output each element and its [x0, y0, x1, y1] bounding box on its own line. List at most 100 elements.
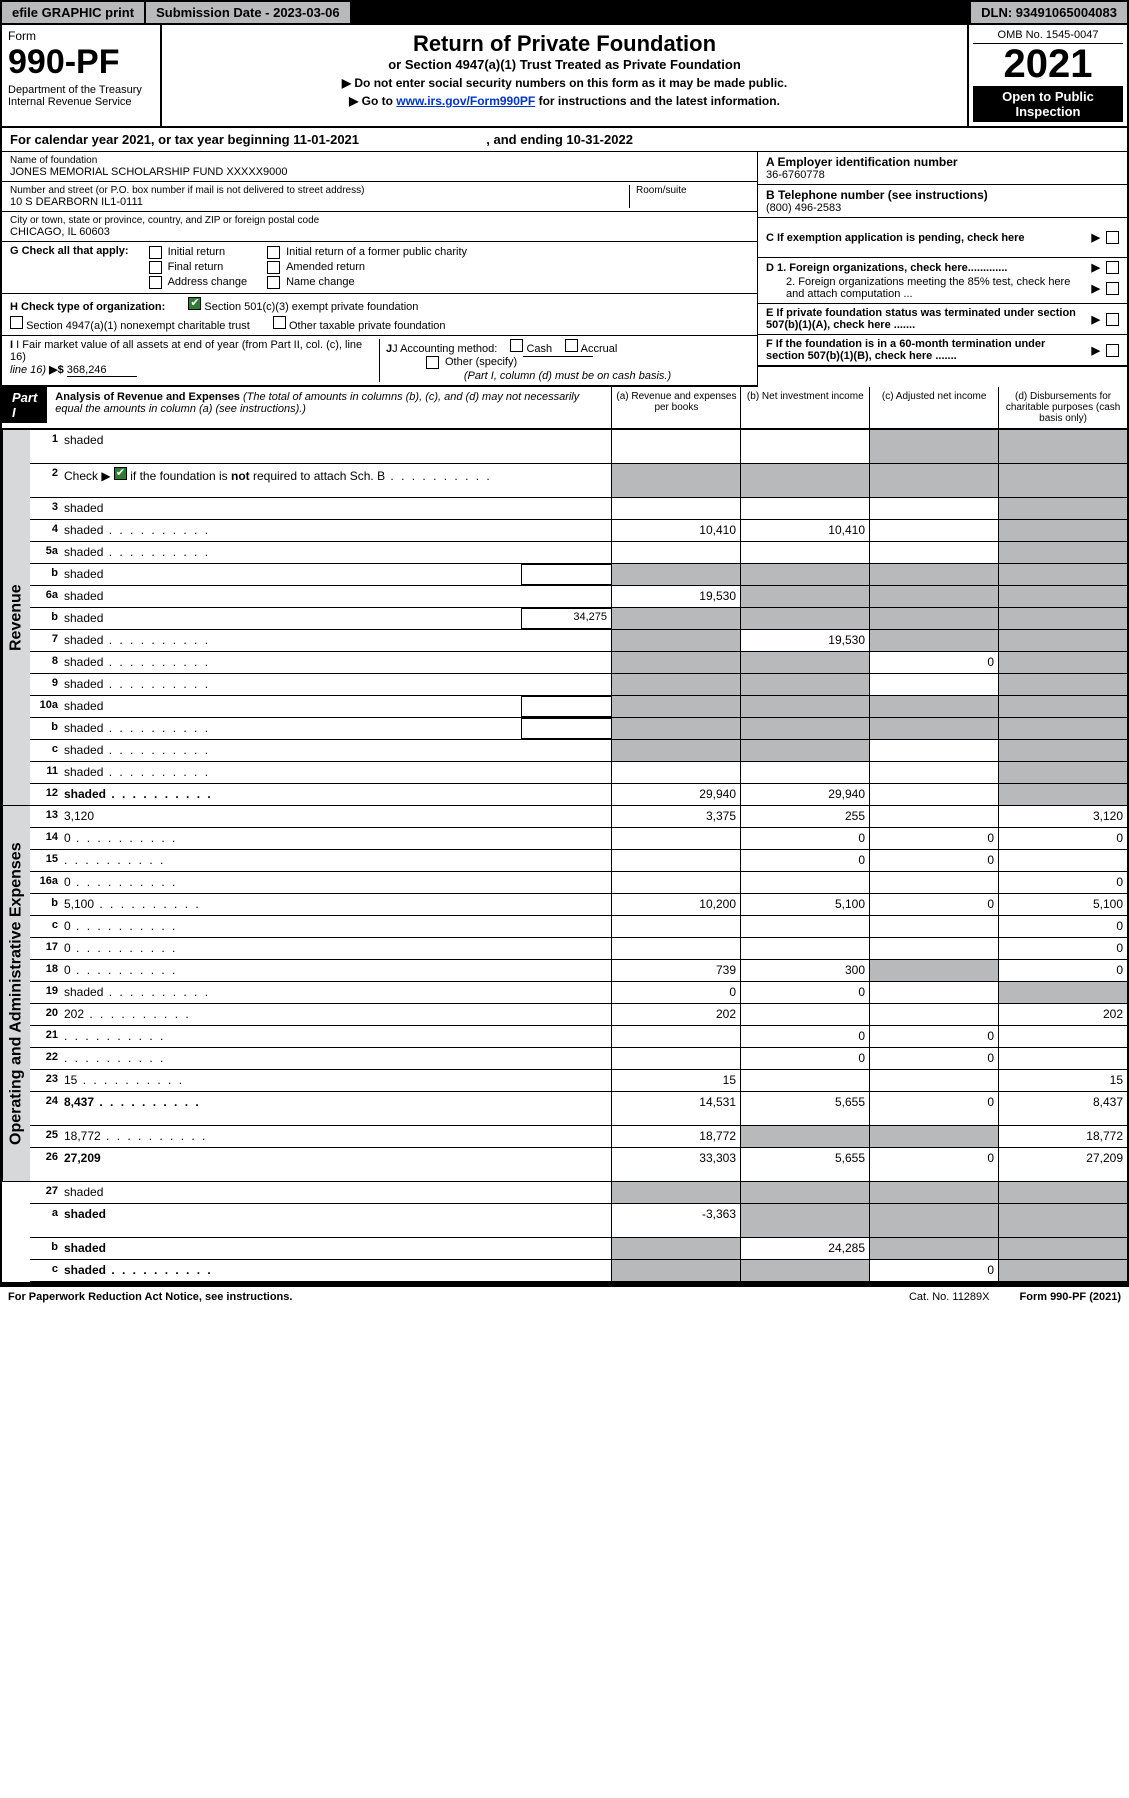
form-subtitle: or Section 4947(a)(1) Trust Treated as P…: [172, 57, 957, 72]
foundation-info: Name of foundation JONES MEMORIAL SCHOLA…: [0, 152, 1129, 387]
line-desc: shaded: [64, 1238, 611, 1259]
table-row: cshaded: [30, 740, 1127, 762]
amount-cell: [869, 542, 998, 563]
instr-post: for instructions and the latest informat…: [535, 94, 780, 108]
line-number: 2: [30, 464, 64, 497]
opt-initial: Initial return: [168, 246, 225, 258]
tax-year: 2021: [973, 44, 1123, 84]
i-label: I Fair market value of all assets at end…: [10, 339, 362, 363]
line-desc: shaded: [64, 1204, 611, 1237]
amount-cell: [869, 872, 998, 893]
cb-accrual[interactable]: [565, 339, 578, 352]
amount-cell: 5,100: [998, 894, 1127, 915]
cb-amended[interactable]: [267, 261, 280, 274]
col-a-head: (a) Revenue and expenses per books: [611, 387, 740, 428]
cb-initial-public[interactable]: [267, 246, 280, 259]
amount-cell: 0: [869, 894, 998, 915]
cb-4947a1[interactable]: [10, 316, 23, 329]
amount-cell: 0: [869, 1092, 998, 1125]
amount-cell: 0: [869, 1048, 998, 1069]
sub-amount: [521, 718, 611, 739]
line-number: 17: [30, 938, 64, 959]
amount-cell: 8,437: [998, 1092, 1127, 1125]
cb-f[interactable]: [1106, 344, 1119, 357]
table-row: 1shaded: [30, 430, 1127, 464]
j-note: (Part I, column (d) must be on cash basi…: [386, 370, 749, 382]
cb-c[interactable]: [1106, 231, 1119, 244]
amount-cell: [998, 652, 1127, 673]
line-number: c: [30, 916, 64, 937]
efile-print-btn[interactable]: efile GRAPHIC print: [2, 2, 146, 23]
part1-header: Part I Analysis of Revenue and Expenses …: [0, 387, 1129, 430]
amount-cell: [869, 960, 998, 981]
amount-cell: [869, 938, 998, 959]
table-row: bshaded: [30, 564, 1127, 586]
amount-cell: [611, 498, 740, 519]
amount-cell: 739: [611, 960, 740, 981]
amount-cell: 15: [611, 1070, 740, 1091]
dept-treasury: Department of the Treasury Internal Reve…: [8, 84, 154, 108]
amount-cell: [998, 696, 1127, 717]
cb-initial-return[interactable]: [149, 246, 162, 259]
cb-other-taxable[interactable]: [273, 316, 286, 329]
cb-schb[interactable]: [114, 467, 127, 480]
name-label: Name of foundation: [10, 155, 749, 166]
cb-cash[interactable]: [510, 339, 523, 352]
form990pf-link[interactable]: www.irs.gov/Form990PF: [396, 94, 535, 108]
amount-cell: 29,940: [740, 784, 869, 805]
line-desc: 5,100: [64, 894, 611, 915]
amount-cell: [611, 740, 740, 761]
line-number: 9: [30, 674, 64, 695]
cb-501c3[interactable]: [188, 297, 201, 310]
phone: (800) 496-2583: [766, 202, 1119, 214]
e-label: E If private foundation status was termi…: [766, 307, 1086, 331]
line-desc: shaded: [64, 586, 611, 607]
revenue-table: Revenue 1shaded2Check ▶ if the foundatio…: [0, 430, 1129, 806]
amount-cell: [869, 718, 998, 739]
line-desc: shaded: [64, 674, 611, 695]
opt-final: Final return: [168, 261, 224, 273]
amount-cell: [611, 696, 740, 717]
amount-cell: [740, 1070, 869, 1091]
line-number: 3: [30, 498, 64, 519]
cb-d1[interactable]: [1106, 261, 1119, 274]
open-inspection: Open to Public Inspection: [973, 86, 1123, 122]
amount-cell: [611, 850, 740, 871]
room-label: Room/suite: [636, 185, 749, 196]
cb-d2[interactable]: [1106, 282, 1119, 295]
c-label: C If exemption application is pending, c…: [766, 232, 1086, 244]
line-number: 18: [30, 960, 64, 981]
cb-final-return[interactable]: [149, 261, 162, 274]
amount-cell: 0: [740, 828, 869, 849]
line-number: b: [30, 894, 64, 915]
table-row: 11shaded: [30, 762, 1127, 784]
table-row: 7shaded19,530: [30, 630, 1127, 652]
line-number: c: [30, 740, 64, 761]
line-number: 16a: [30, 872, 64, 893]
amount-cell: 33,303: [611, 1148, 740, 1181]
cb-other-method[interactable]: [426, 356, 439, 369]
amount-cell: [611, 762, 740, 783]
cb-e[interactable]: [1106, 313, 1119, 326]
amount-cell: 0: [869, 1026, 998, 1047]
line-number: 10a: [30, 696, 64, 717]
amount-cell: [740, 564, 869, 585]
amount-cell: 27,209: [998, 1148, 1127, 1181]
line-desc: shaded: [64, 542, 611, 563]
line-desc: shaded: [64, 1260, 611, 1281]
amount-cell: [611, 430, 740, 463]
amount-cell: [740, 740, 869, 761]
amount-cell: [869, 464, 998, 497]
amount-cell: [869, 498, 998, 519]
line-number: 14: [30, 828, 64, 849]
amount-cell: [998, 784, 1127, 805]
cb-address-change[interactable]: [149, 276, 162, 289]
line-desc: 0: [64, 872, 611, 893]
amount-cell: [611, 1048, 740, 1069]
line-number: b: [30, 608, 64, 629]
table-row: 3shaded: [30, 498, 1127, 520]
cb-name-change[interactable]: [267, 276, 280, 289]
amount-cell: [869, 1004, 998, 1025]
amount-cell: [740, 608, 869, 629]
amount-cell: 300: [740, 960, 869, 981]
